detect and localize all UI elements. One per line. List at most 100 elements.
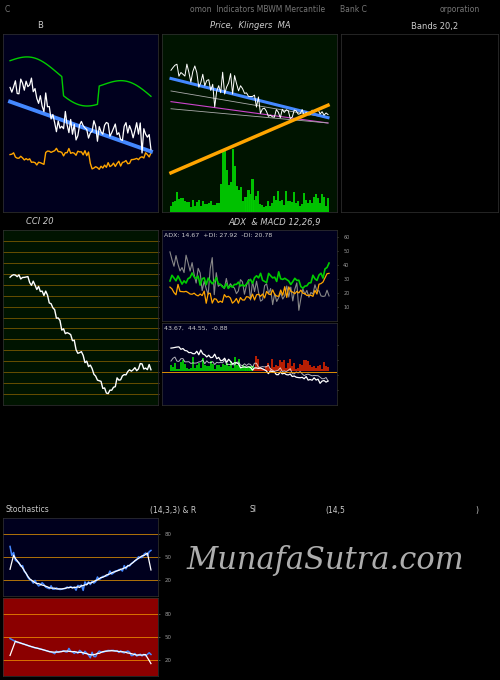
Bar <box>280 201 281 212</box>
Bar <box>210 361 212 371</box>
Bar <box>236 186 238 212</box>
Bar <box>258 192 260 212</box>
Bar <box>278 367 280 371</box>
Bar <box>200 205 202 212</box>
Bar <box>216 365 218 371</box>
Bar <box>228 184 230 212</box>
Bar <box>248 367 250 371</box>
Bar <box>264 369 266 371</box>
Bar <box>242 365 244 371</box>
Text: ADX: 14.67  +DI: 27.92  -DI: 20.78: ADX: 14.67 +DI: 27.92 -DI: 20.78 <box>164 233 272 238</box>
Bar <box>180 198 182 212</box>
Bar <box>299 364 301 371</box>
Bar <box>244 197 246 212</box>
Bar <box>276 365 278 371</box>
Bar <box>192 201 194 212</box>
Bar <box>266 366 268 371</box>
Bar <box>252 366 254 371</box>
Bar <box>206 366 208 371</box>
Bar <box>287 363 290 371</box>
Bar <box>192 357 194 371</box>
Text: CCI 20: CCI 20 <box>26 218 54 226</box>
Bar <box>176 192 178 212</box>
Bar <box>270 368 272 371</box>
Bar <box>319 203 321 212</box>
Bar <box>301 204 303 212</box>
Bar <box>252 180 254 212</box>
Bar <box>254 369 256 371</box>
Bar <box>246 197 248 212</box>
Bar <box>250 194 252 212</box>
Bar <box>327 198 329 212</box>
Text: omon  Indicators MBWM Mercantile: omon Indicators MBWM Mercantile <box>190 5 325 14</box>
Bar <box>234 357 235 371</box>
Bar <box>254 200 256 212</box>
Bar <box>194 368 196 371</box>
Bar <box>287 201 290 212</box>
Bar <box>240 187 242 212</box>
Bar <box>272 359 274 371</box>
Bar <box>309 365 311 371</box>
Bar <box>293 192 296 212</box>
Bar <box>315 368 317 371</box>
Bar <box>174 363 176 371</box>
Bar <box>268 363 270 371</box>
Bar <box>295 369 297 371</box>
Bar <box>172 203 174 212</box>
Text: (14,3,3) & R: (14,3,3) & R <box>150 505 196 515</box>
Bar <box>248 190 250 212</box>
Bar <box>208 366 210 371</box>
Bar <box>170 206 172 212</box>
Bar <box>289 359 292 371</box>
Bar <box>210 201 212 212</box>
Bar <box>236 365 238 371</box>
Bar <box>311 367 313 371</box>
Bar <box>307 361 309 371</box>
Bar <box>190 207 192 212</box>
Bar <box>200 368 202 371</box>
Bar <box>222 364 224 371</box>
Bar <box>264 207 266 212</box>
Bar <box>196 365 198 371</box>
Bar <box>258 359 260 371</box>
Bar <box>311 203 313 212</box>
Bar <box>305 360 307 371</box>
Bar <box>313 197 315 212</box>
Bar <box>214 205 216 212</box>
Bar <box>313 367 315 371</box>
Bar <box>272 203 274 212</box>
Text: ADX  & MACD 12,26,9: ADX & MACD 12,26,9 <box>229 218 321 226</box>
Bar <box>266 206 268 212</box>
Bar <box>323 197 325 212</box>
Text: B: B <box>37 22 43 31</box>
Bar <box>228 366 230 371</box>
Bar <box>299 205 301 212</box>
Text: orporation: orporation <box>440 5 480 14</box>
Bar <box>174 201 176 212</box>
Bar <box>212 364 214 371</box>
Bar <box>178 199 180 212</box>
Bar <box>224 365 226 371</box>
Bar <box>291 203 294 212</box>
Bar <box>188 369 190 371</box>
Text: C: C <box>5 5 10 14</box>
Bar <box>282 201 284 212</box>
Bar <box>230 182 232 212</box>
Bar <box>321 369 323 371</box>
Bar <box>262 369 264 371</box>
Bar <box>321 194 323 212</box>
Bar <box>317 199 319 212</box>
Text: (14,5: (14,5 <box>325 505 345 515</box>
Bar <box>293 363 296 371</box>
Bar <box>170 364 172 371</box>
Bar <box>182 199 184 212</box>
Bar <box>226 363 228 371</box>
Bar <box>204 365 206 371</box>
Bar <box>307 203 309 212</box>
Bar <box>319 365 321 371</box>
Bar <box>284 360 286 371</box>
Bar <box>204 205 206 212</box>
Bar <box>260 204 262 212</box>
Bar <box>278 191 280 212</box>
Bar <box>303 193 305 212</box>
